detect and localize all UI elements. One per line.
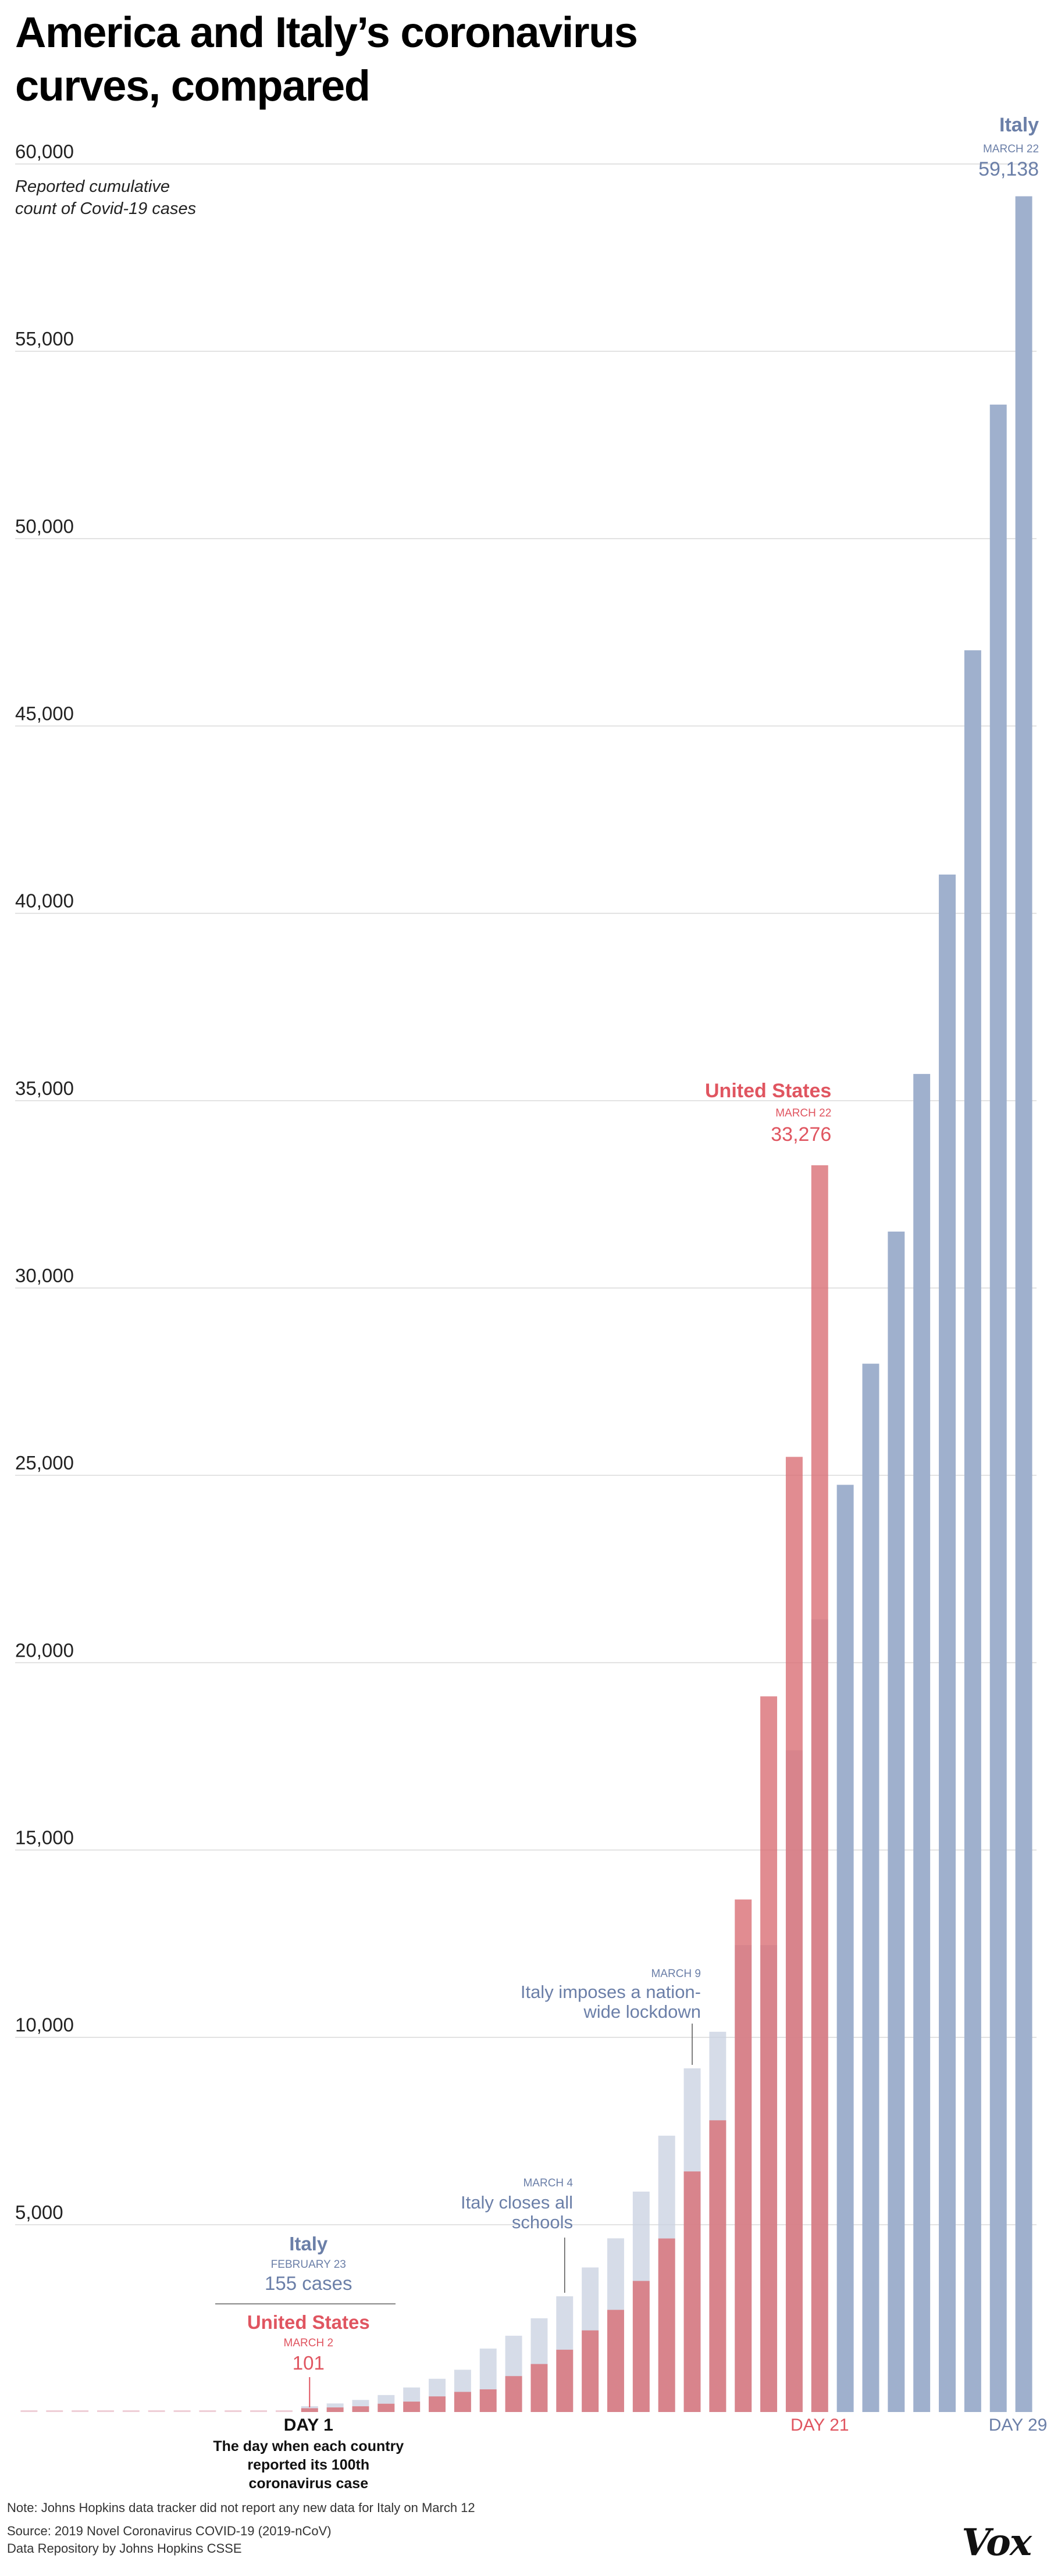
us-bar	[709, 2120, 727, 2412]
us-bar	[505, 2376, 522, 2412]
pre-day-stub	[46, 2410, 63, 2412]
italy-bar	[836, 1485, 854, 2412]
y-tick-label-50000: 50,000	[15, 515, 74, 537]
italy-end-date: MARCH 22	[983, 143, 1039, 155]
page-title: America and Italy’s coronavirus curves, …	[15, 8, 638, 110]
pre-day-stub	[122, 2410, 140, 2412]
pre-day-stub	[72, 2410, 89, 2412]
vox-logo: Vox	[961, 2521, 1032, 2564]
us-start-date: MARCH 2	[284, 2337, 334, 2349]
us-bar	[785, 1457, 803, 2412]
y-tick-label-5000: 5,000	[15, 2202, 63, 2223]
y-tick-label-20000: 20,000	[15, 1639, 74, 1661]
pre-day-stub	[275, 2410, 293, 2412]
us-bar	[760, 1696, 778, 2412]
pre-day-stub	[97, 2410, 114, 2412]
italy-start-date: FEBRUARY 23	[271, 2259, 346, 2271]
us-start-label: United States	[247, 2311, 370, 2333]
pre-day-stub	[225, 2410, 242, 2412]
footer-source-1: Source: 2019 Novel Coronavirus COVID-19 …	[7, 2524, 332, 2538]
us-bar	[301, 2408, 318, 2412]
lockdown-text-1: Italy imposes a nation-	[521, 1982, 701, 2002]
us-bar	[556, 2349, 574, 2412]
y-tick-label-60000: 60,000	[15, 141, 74, 162]
y-tick-label-25000: 25,000	[15, 1452, 74, 1473]
italy-bar	[888, 1231, 905, 2412]
pre-day-stub	[199, 2410, 216, 2412]
us-end-date: MARCH 22	[775, 1107, 831, 1119]
us-bar	[683, 2171, 701, 2412]
y-axis-description-line1: Reported cumulative	[15, 177, 170, 196]
us-bar	[454, 2392, 471, 2412]
us-bar	[378, 2403, 395, 2412]
us-bar	[607, 2310, 624, 2412]
pre-day-stub	[148, 2410, 165, 2412]
y-tick-label-10000: 10,000	[15, 2014, 74, 2036]
x-label-day21: DAY 21	[790, 2416, 849, 2435]
y-axis-description: Reported cumulative count of Covid-19 ca…	[15, 176, 248, 220]
y-axis-description-line2: count of Covid-19 cases	[15, 199, 197, 218]
pre-day-stub	[173, 2410, 191, 2412]
pre-day-stub	[250, 2410, 268, 2412]
italy-end-value: 59,138	[978, 158, 1039, 180]
us-end-value: 33,276	[771, 1123, 831, 1146]
us-bar	[429, 2396, 446, 2412]
us-bar	[352, 2406, 369, 2412]
pre-day-stub	[20, 2410, 38, 2412]
x-label-day29: DAY 29	[989, 2416, 1047, 2435]
schools-date: MARCH 4	[523, 2177, 573, 2189]
us-start-value: 101	[293, 2352, 325, 2374]
italy-bar	[1015, 196, 1032, 2413]
us-bar	[632, 2281, 650, 2412]
y-tick-label-45000: 45,000	[15, 703, 74, 725]
italy-bar	[964, 650, 981, 2412]
footer-source-2: Data Repository by Johns Hopkins CSSE	[7, 2541, 242, 2556]
us-bar	[479, 2389, 497, 2412]
schools-text-2: schools	[512, 2212, 573, 2232]
us-bar	[530, 2364, 548, 2412]
us-bar	[735, 1899, 752, 2412]
us-bar	[811, 1165, 828, 2412]
italy-start-value: 155 cases	[265, 2272, 352, 2294]
x-label-day1: DAY 1	[284, 2416, 333, 2435]
y-tick-label-40000: 40,000	[15, 890, 74, 912]
us-end-label: United States	[705, 1080, 831, 1102]
y-tick-label-55000: 55,000	[15, 328, 74, 349]
lockdown-text-2: wide lockdown	[583, 2001, 701, 2022]
us-bar	[326, 2407, 344, 2412]
day1-caption-line: The day when each country	[213, 2438, 404, 2454]
us-bar	[582, 2330, 599, 2412]
italy-start-label: Italy	[289, 2233, 328, 2254]
us-bar	[403, 2402, 421, 2412]
day1-caption-line: coronavirus case	[248, 2475, 368, 2492]
italy-bar	[939, 874, 956, 2413]
footer-note: Note: Johns Hopkins data tracker did not…	[7, 2500, 475, 2515]
lockdown-date: MARCH 9	[651, 1968, 701, 1980]
y-tick-label-15000: 15,000	[15, 1827, 74, 1849]
italy-bar	[862, 1364, 879, 2412]
schools-text-1: Italy closes all	[461, 2192, 573, 2213]
us-bar	[658, 2238, 675, 2412]
day1-caption-line: reported its 100th	[247, 2457, 369, 2473]
italy-end-label: Italy	[999, 114, 1039, 136]
italy-bar	[989, 404, 1007, 2412]
y-tick-label-30000: 30,000	[15, 1265, 74, 1286]
y-tick-label-35000: 35,000	[15, 1078, 74, 1099]
italy-bar	[913, 1073, 931, 2412]
